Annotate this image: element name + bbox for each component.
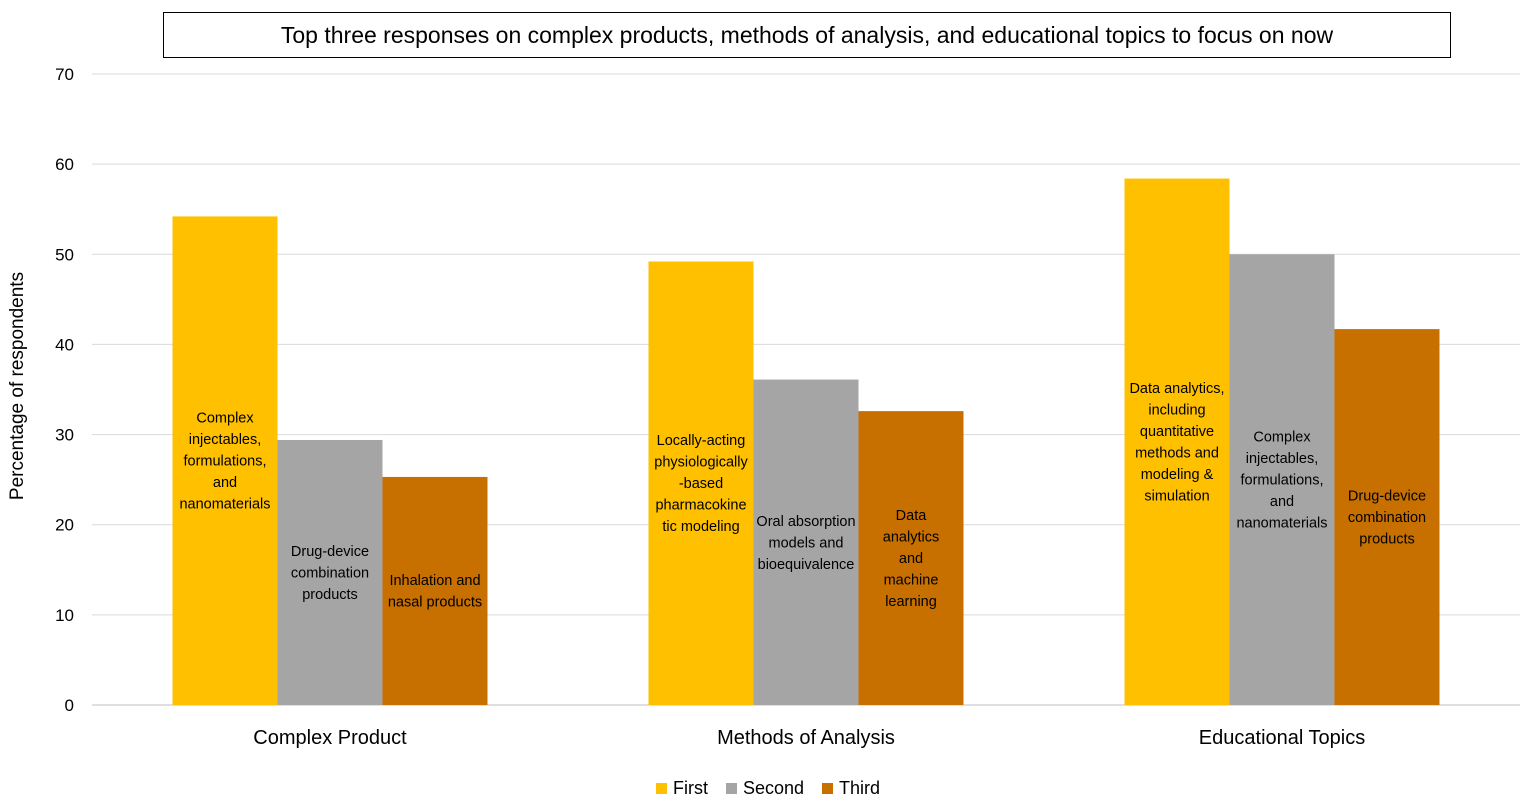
legend-label-third: Third bbox=[839, 778, 881, 798]
bar-data-label: methods and bbox=[1135, 446, 1219, 462]
bar-data-label: Oral absorption bbox=[756, 514, 855, 530]
x-tick-label: Methods of Analysis bbox=[717, 727, 895, 749]
legend-label-second: Second bbox=[742, 778, 805, 798]
bar bbox=[858, 411, 964, 705]
bar-data-label: nasal products bbox=[388, 595, 482, 611]
y-tick-label: 20 bbox=[55, 516, 74, 535]
bar-data-label: injectables, bbox=[189, 432, 262, 448]
x-tick-label: Educational Topics bbox=[1199, 727, 1365, 749]
bar-data-label: quantitative bbox=[1140, 424, 1214, 440]
bar bbox=[172, 216, 278, 705]
bar-data-label: and bbox=[213, 475, 237, 491]
bar-data-label: nanomaterials bbox=[179, 497, 270, 513]
bar-data-label: nanomaterials bbox=[1236, 516, 1327, 532]
chart-title: Top three responses on complex products,… bbox=[280, 21, 1334, 48]
legend-swatch-second bbox=[725, 783, 737, 794]
bar-data-label: Complex bbox=[1253, 430, 1311, 446]
bar-data-label: products bbox=[1359, 532, 1415, 548]
bar-data-label: Drug-device bbox=[1348, 489, 1426, 505]
bar-data-label: combination bbox=[1348, 510, 1426, 526]
bar-data-label: and bbox=[1270, 494, 1294, 510]
bar-data-label: modeling & bbox=[1141, 467, 1214, 483]
bar-data-label: machine bbox=[884, 573, 939, 589]
bar-data-label: analytics bbox=[883, 530, 939, 546]
bar-data-label: models and bbox=[769, 535, 844, 551]
bar-data-label: products bbox=[302, 587, 358, 603]
bar-data-label: physiologically bbox=[654, 455, 748, 471]
y-tick-label: 60 bbox=[55, 155, 74, 174]
bar-data-label: Inhalation and bbox=[389, 573, 480, 589]
bar bbox=[1124, 178, 1230, 705]
y-tick-label: 70 bbox=[55, 65, 74, 84]
chart-title-box: Top three responses on complex products,… bbox=[163, 12, 1451, 58]
legend-label-first: First bbox=[672, 778, 708, 798]
bar-data-label: including bbox=[1148, 403, 1205, 419]
y-tick-label: 30 bbox=[55, 426, 74, 445]
x-tick-label: Complex Product bbox=[253, 727, 407, 749]
bar bbox=[1334, 329, 1440, 705]
bar-data-label: pharmacokine bbox=[655, 498, 746, 514]
bar-data-label: learning bbox=[885, 594, 937, 610]
bar-data-label: Data analytics, bbox=[1129, 381, 1224, 397]
bar-data-label: Drug-device bbox=[291, 544, 369, 560]
bar bbox=[753, 379, 859, 705]
bar-data-label: Locally-acting bbox=[657, 433, 746, 449]
bar bbox=[382, 476, 488, 705]
bar-data-label: injectables, bbox=[1246, 451, 1319, 467]
bar-data-label: formulations, bbox=[183, 454, 266, 470]
bar-data-label: simulation bbox=[1144, 489, 1209, 505]
y-tick-label: 10 bbox=[55, 606, 74, 625]
legend-swatch-first bbox=[655, 783, 667, 794]
bar-data-label: bioequivalence bbox=[758, 557, 855, 573]
legend-item-first: First bbox=[655, 778, 708, 799]
y-tick-label: 0 bbox=[65, 696, 74, 715]
bar-data-label: tic modeling bbox=[662, 519, 739, 535]
legend-swatch-third bbox=[822, 783, 834, 794]
legend-item-third: Third bbox=[822, 778, 880, 799]
bar-data-label: Data bbox=[896, 508, 928, 524]
bar-data-label: -based bbox=[679, 476, 723, 492]
bar-data-label: combination bbox=[291, 565, 369, 581]
bar-data-label: Complex bbox=[196, 411, 254, 427]
legend: First Second Third bbox=[0, 778, 1536, 799]
bar bbox=[277, 439, 383, 705]
bar bbox=[648, 261, 754, 705]
y-tick-label: 40 bbox=[55, 335, 74, 354]
bar-data-label: formulations, bbox=[1240, 473, 1323, 489]
legend-item-second: Second bbox=[725, 778, 805, 799]
bar-data-label: and bbox=[899, 551, 923, 567]
bar bbox=[1229, 254, 1335, 706]
y-tick-label: 50 bbox=[55, 245, 74, 264]
